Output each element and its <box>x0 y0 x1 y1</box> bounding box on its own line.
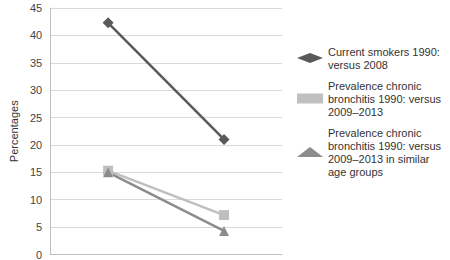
svg-text:35: 35 <box>30 57 42 69</box>
svg-text:5: 5 <box>36 221 42 233</box>
svg-text:versus 2008: versus 2008 <box>328 59 388 71</box>
svg-text:2009–2013 in similar: 2009–2013 in similar <box>328 153 433 165</box>
svg-text:10: 10 <box>30 194 42 206</box>
svg-text:15: 15 <box>30 166 42 178</box>
svg-text:30: 30 <box>30 84 42 96</box>
svg-text:0: 0 <box>36 249 42 260</box>
svg-text:45: 45 <box>30 2 42 14</box>
svg-text:Current smokers 1990:: Current smokers 1990: <box>328 46 443 58</box>
svg-text:40: 40 <box>30 29 42 41</box>
svg-text:25: 25 <box>30 112 42 124</box>
svg-text:bronchitis 1990: versus: bronchitis 1990: versus <box>328 140 444 152</box>
svg-text:age groups: age groups <box>328 166 384 178</box>
svg-text:Prevalence chronic: Prevalence chronic <box>328 80 425 92</box>
svg-text:2009–2013: 2009–2013 <box>328 106 383 118</box>
svg-text:Percentages: Percentages <box>8 100 20 162</box>
svg-text:20: 20 <box>30 139 42 151</box>
svg-text:Prevalence chronic: Prevalence chronic <box>328 127 425 139</box>
svg-text:bronchitis 1990: versus: bronchitis 1990: versus <box>328 93 444 105</box>
